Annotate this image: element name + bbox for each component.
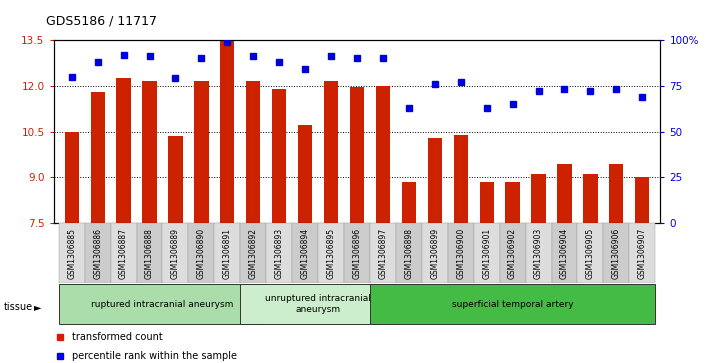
Bar	[163, 223, 188, 283]
Bar	[272, 89, 286, 223]
Bar	[376, 86, 390, 223]
Text: GSM1306886: GSM1306886	[93, 228, 102, 279]
Text: ruptured intracranial aneurysm: ruptured intracranial aneurysm	[91, 299, 233, 309]
Bar	[629, 223, 655, 283]
Bar	[500, 223, 526, 283]
Text: GSM1306887: GSM1306887	[119, 228, 128, 279]
Bar	[324, 81, 338, 223]
Bar	[370, 223, 396, 283]
Bar	[480, 182, 494, 223]
FancyBboxPatch shape	[370, 284, 655, 324]
FancyBboxPatch shape	[241, 284, 396, 324]
Bar	[603, 223, 629, 283]
Bar	[402, 182, 416, 223]
Bar	[85, 223, 111, 283]
Bar	[241, 223, 266, 283]
Text: GSM1306895: GSM1306895	[326, 228, 336, 279]
Bar	[246, 81, 261, 223]
Bar	[292, 223, 318, 283]
Bar	[453, 135, 468, 223]
Text: GSM1306894: GSM1306894	[301, 228, 310, 279]
Bar	[531, 174, 545, 223]
Bar	[506, 182, 520, 223]
Bar	[188, 223, 214, 283]
Bar	[578, 223, 603, 283]
Text: GSM1306888: GSM1306888	[145, 228, 154, 279]
Bar	[91, 92, 105, 223]
Bar	[266, 223, 292, 283]
Text: GSM1306896: GSM1306896	[353, 228, 361, 279]
Text: GSM1306906: GSM1306906	[612, 228, 621, 279]
Bar	[64, 132, 79, 223]
Bar	[473, 223, 500, 283]
Bar	[298, 126, 312, 223]
Text: ►: ►	[34, 302, 42, 312]
Bar	[428, 138, 442, 223]
Bar	[609, 164, 623, 223]
Bar	[169, 136, 183, 223]
Bar	[220, 40, 234, 223]
Text: GSM1306890: GSM1306890	[197, 228, 206, 279]
Text: GSM1306903: GSM1306903	[534, 228, 543, 279]
Bar	[318, 223, 344, 283]
Bar	[551, 223, 578, 283]
Bar	[111, 223, 136, 283]
Bar	[344, 223, 370, 283]
Text: GSM1306898: GSM1306898	[404, 228, 413, 279]
Bar	[635, 178, 650, 223]
Text: GSM1306904: GSM1306904	[560, 228, 569, 279]
Text: GSM1306892: GSM1306892	[248, 228, 258, 279]
Bar	[448, 223, 473, 283]
Text: GSM1306905: GSM1306905	[586, 228, 595, 279]
Bar	[558, 164, 572, 223]
Text: GSM1306899: GSM1306899	[431, 228, 439, 279]
Text: GSM1306897: GSM1306897	[378, 228, 388, 279]
Text: transformed count: transformed count	[72, 332, 163, 342]
Bar	[59, 223, 85, 283]
Text: GSM1306893: GSM1306893	[275, 228, 283, 279]
Bar	[214, 223, 241, 283]
Text: GSM1306889: GSM1306889	[171, 228, 180, 279]
Text: tissue: tissue	[4, 302, 33, 312]
Text: unruptured intracranial
aneurysm: unruptured intracranial aneurysm	[265, 294, 371, 314]
Bar	[142, 81, 156, 223]
Text: GSM1306907: GSM1306907	[638, 228, 647, 279]
Bar	[422, 223, 448, 283]
Text: superficial temporal artery: superficial temporal artery	[452, 299, 573, 309]
Bar	[583, 174, 598, 223]
Bar	[350, 87, 364, 223]
Bar	[194, 81, 208, 223]
FancyBboxPatch shape	[59, 284, 266, 324]
Bar	[116, 78, 131, 223]
Text: GDS5186 / 11717: GDS5186 / 11717	[46, 15, 157, 28]
Bar	[136, 223, 163, 283]
Text: GSM1306900: GSM1306900	[456, 228, 466, 279]
Text: GSM1306885: GSM1306885	[67, 228, 76, 279]
Text: GSM1306891: GSM1306891	[223, 228, 232, 279]
Bar	[396, 223, 422, 283]
Bar	[526, 223, 551, 283]
Text: GSM1306901: GSM1306901	[482, 228, 491, 279]
Text: GSM1306902: GSM1306902	[508, 228, 517, 279]
Text: percentile rank within the sample: percentile rank within the sample	[72, 351, 237, 361]
